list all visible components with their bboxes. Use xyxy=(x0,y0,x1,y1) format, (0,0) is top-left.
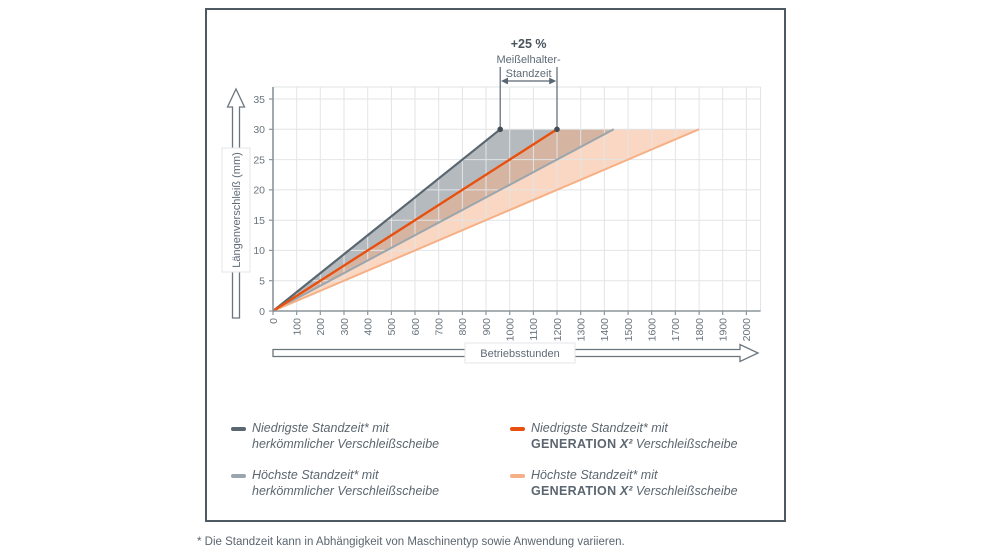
svg-text:400: 400 xyxy=(363,318,375,336)
line-generation-x2-highest xyxy=(272,128,700,312)
svg-text:1700: 1700 xyxy=(670,318,682,342)
y-axis-arrow: Längenverschleiß (mm) xyxy=(221,87,251,319)
svg-text:500: 500 xyxy=(386,318,398,336)
svg-text:1200: 1200 xyxy=(552,318,564,342)
legend: Niedrigste Standzeit* mit herkömmlicher … xyxy=(231,420,766,499)
svg-text:20: 20 xyxy=(253,185,265,197)
svg-text:10: 10 xyxy=(253,245,265,257)
svg-text:600: 600 xyxy=(410,318,422,336)
plus25-annotation: +25 % Meißelhalter- Standzeit xyxy=(497,37,562,133)
svg-text:800: 800 xyxy=(457,318,469,336)
legend-dash-icon xyxy=(231,474,246,478)
line-conventional-lowest xyxy=(272,128,501,312)
legend-item-conventional-highest: Höchste Standzeit* mit herkömmlicher Ver… xyxy=(231,467,510,499)
svg-text:15: 15 xyxy=(253,215,265,227)
legend-dash-icon xyxy=(510,474,525,478)
svg-text:1400: 1400 xyxy=(599,318,611,342)
legend-label: Höchste Standzeit* mit GENERATION X² Ver… xyxy=(531,468,738,498)
legend-item-conventional-lowest: Niedrigste Standzeit* mit herkömmlicher … xyxy=(231,420,510,452)
legend-label: Niedrigste Standzeit* mit GENERATION X² … xyxy=(531,421,738,451)
x-axis-arrow: Betriebsstunden xyxy=(272,342,760,364)
svg-text:2000: 2000 xyxy=(741,318,753,342)
svg-text:100: 100 xyxy=(292,318,304,336)
annotation-headline: +25 % xyxy=(511,37,547,51)
svg-text:1900: 1900 xyxy=(718,318,730,342)
svg-text:25: 25 xyxy=(253,154,265,166)
svg-text:30: 30 xyxy=(253,124,265,136)
svg-text:1100: 1100 xyxy=(528,318,540,341)
axes xyxy=(272,87,761,312)
legend-dash-icon xyxy=(510,427,525,431)
svg-text:0: 0 xyxy=(268,318,280,324)
legend-label: Höchste Standzeit* mit herkömmlicher Ver… xyxy=(252,468,440,498)
svg-text:1500: 1500 xyxy=(623,318,635,342)
endpoint-marker xyxy=(554,126,560,133)
grid xyxy=(273,86,762,311)
x-axis-label: Betriebsstunden xyxy=(480,348,560,360)
legend-item-generation-x2-highest: Höchste Standzeit* mit GENERATION X² Ver… xyxy=(510,467,766,499)
svg-text:1000: 1000 xyxy=(505,318,517,342)
svg-text:1800: 1800 xyxy=(694,318,706,342)
svg-text:900: 900 xyxy=(481,318,493,336)
legend-item-generation-x2-lowest: Niedrigste Standzeit* mit GENERATION X² … xyxy=(510,420,766,452)
svg-text:35: 35 xyxy=(253,94,265,106)
legend-dash-icon xyxy=(231,427,246,431)
svg-text:700: 700 xyxy=(434,318,446,336)
svg-text:5: 5 xyxy=(259,276,265,288)
svg-text:0: 0 xyxy=(259,306,265,318)
y-tick-labels: 0 5 10 15 20 25 30 35 xyxy=(253,94,265,318)
svg-text:300: 300 xyxy=(339,318,351,336)
svg-text:1600: 1600 xyxy=(647,318,659,342)
wear-chart: 0 5 10 15 20 25 30 35 0 100 200 300 400 … xyxy=(221,37,762,364)
x-tick-labels: 0 100 200 300 400 500 600 700 800 900 10… xyxy=(268,318,753,342)
footnote: * Die Standzeit kann in Abhängigkeit von… xyxy=(197,536,625,548)
annotation-line1: Meißelhalter- xyxy=(497,54,562,66)
line-generation-x2-lowest xyxy=(272,128,558,313)
svg-text:1300: 1300 xyxy=(576,318,588,342)
tick-marks xyxy=(269,98,748,315)
legend-label: Niedrigste Standzeit* mit herkömmlicher … xyxy=(252,421,440,451)
annotation-line2: Standzeit xyxy=(506,68,552,80)
svg-text:200: 200 xyxy=(315,318,327,336)
series-lines xyxy=(272,128,700,313)
chart-card: 0 5 10 15 20 25 30 35 0 100 200 300 400 … xyxy=(205,8,786,522)
arrowhead-left-icon xyxy=(501,77,508,85)
arrowhead-right-icon xyxy=(549,77,557,85)
endpoint-marker xyxy=(497,126,504,133)
line-conventional-highest xyxy=(272,128,615,312)
y-axis-label: Längenverschleiß (mm) xyxy=(231,152,243,268)
